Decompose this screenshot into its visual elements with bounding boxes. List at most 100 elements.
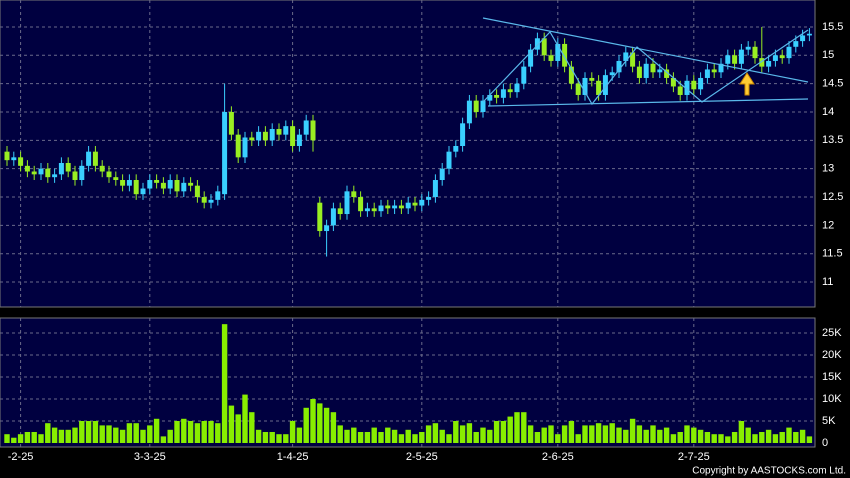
candle-body bbox=[364, 208, 370, 212]
volume-bar bbox=[330, 412, 337, 443]
volume-bar bbox=[419, 431, 425, 443]
candle-body bbox=[473, 100, 479, 112]
volume-bar bbox=[623, 429, 629, 443]
volume-bar bbox=[17, 434, 24, 443]
y2-tick-label: 10K bbox=[822, 393, 842, 405]
candle-body bbox=[630, 52, 636, 67]
y-tick-label: 13.5 bbox=[822, 134, 843, 146]
volume-bar bbox=[194, 423, 201, 443]
volume-bar bbox=[731, 431, 738, 443]
candle-body bbox=[113, 177, 119, 181]
volume-bar bbox=[133, 423, 139, 443]
candle-body bbox=[779, 55, 785, 59]
candle-body bbox=[181, 182, 187, 192]
candle-body bbox=[725, 55, 731, 64]
volume-bar bbox=[24, 431, 31, 443]
candle-body bbox=[528, 49, 534, 67]
volume-bar bbox=[412, 434, 418, 443]
volume-bar bbox=[58, 429, 65, 443]
candle-body bbox=[201, 197, 207, 203]
volume-bar bbox=[391, 429, 398, 443]
candle-body bbox=[154, 180, 160, 183]
candle-body bbox=[290, 126, 296, 146]
volume-bar bbox=[126, 423, 133, 443]
candle-body bbox=[99, 165, 105, 172]
volume-bar bbox=[561, 425, 568, 443]
volume-bar bbox=[351, 427, 357, 443]
volume-bar bbox=[786, 427, 792, 443]
candle-body bbox=[133, 180, 139, 195]
candle-body bbox=[140, 188, 146, 195]
volume-bar bbox=[541, 427, 547, 443]
candle-body bbox=[337, 208, 343, 215]
candle-body bbox=[351, 191, 357, 198]
candle-body bbox=[677, 86, 683, 95]
volume-bar bbox=[249, 412, 255, 443]
candle-body bbox=[766, 60, 772, 67]
candle-body bbox=[453, 145, 459, 152]
x-tick-label: 1-4-25 bbox=[277, 451, 309, 463]
candle-body bbox=[215, 191, 221, 200]
volume-bar bbox=[276, 434, 282, 443]
candle-body bbox=[582, 77, 588, 95]
volume-bar bbox=[296, 427, 303, 443]
volume-bar bbox=[507, 416, 513, 443]
volume-bar bbox=[670, 434, 677, 443]
volume-bar bbox=[697, 429, 704, 443]
candle-body bbox=[276, 128, 282, 135]
volume-bar bbox=[181, 418, 187, 443]
volume-bar bbox=[779, 431, 785, 443]
volume-bar bbox=[11, 437, 17, 443]
volume-bar bbox=[106, 425, 112, 443]
y2-tick-label: 0 bbox=[822, 437, 828, 449]
volume-bar bbox=[378, 431, 384, 443]
x-tick-label: 2-5-25 bbox=[406, 451, 438, 463]
candle-body bbox=[541, 38, 547, 56]
candle-body bbox=[242, 137, 248, 158]
candle-body bbox=[670, 77, 676, 87]
candle-body bbox=[38, 168, 44, 175]
y2-tick-label: 25K bbox=[822, 327, 842, 339]
volume-bar bbox=[602, 425, 609, 443]
volume-bar bbox=[595, 423, 602, 443]
candle-body bbox=[800, 35, 806, 42]
volume-bar bbox=[317, 403, 323, 443]
candle-body bbox=[31, 171, 37, 175]
candle-body bbox=[759, 58, 765, 67]
candle-body bbox=[643, 63, 649, 78]
volume-bar bbox=[439, 429, 445, 443]
candle-body bbox=[52, 174, 58, 178]
volume-bar bbox=[4, 434, 10, 443]
volume-bar bbox=[657, 429, 663, 443]
candle-body bbox=[589, 77, 595, 81]
volume-bar bbox=[582, 425, 588, 443]
arrow-annotation bbox=[739, 72, 755, 96]
candle-body bbox=[378, 205, 384, 212]
candle-body bbox=[24, 165, 30, 172]
candle-body bbox=[466, 100, 472, 124]
y-tick-label: 12.5 bbox=[822, 191, 843, 203]
trend-line bbox=[482, 17, 809, 83]
candle-body bbox=[222, 111, 228, 195]
volume-bar bbox=[113, 427, 119, 443]
volume-bar bbox=[453, 420, 459, 443]
candle-body bbox=[419, 199, 425, 206]
candle-body bbox=[684, 80, 690, 95]
trend-line bbox=[487, 98, 809, 107]
volume-bar bbox=[174, 420, 180, 443]
x-tick-label: 2-7-25 bbox=[678, 451, 710, 463]
volume-bar bbox=[738, 420, 745, 443]
volume-bar bbox=[616, 427, 622, 443]
y2-tick-label: 15K bbox=[822, 371, 842, 383]
volume-bar bbox=[684, 425, 690, 443]
candle-body bbox=[147, 180, 153, 189]
candle-body bbox=[79, 165, 85, 181]
volume-bar bbox=[187, 420, 194, 443]
candle-body bbox=[786, 46, 792, 59]
candle-body bbox=[439, 168, 445, 181]
volume-bar bbox=[711, 434, 717, 443]
candle-body bbox=[514, 83, 520, 93]
volume-bar bbox=[555, 434, 561, 443]
candle-body bbox=[228, 111, 234, 135]
